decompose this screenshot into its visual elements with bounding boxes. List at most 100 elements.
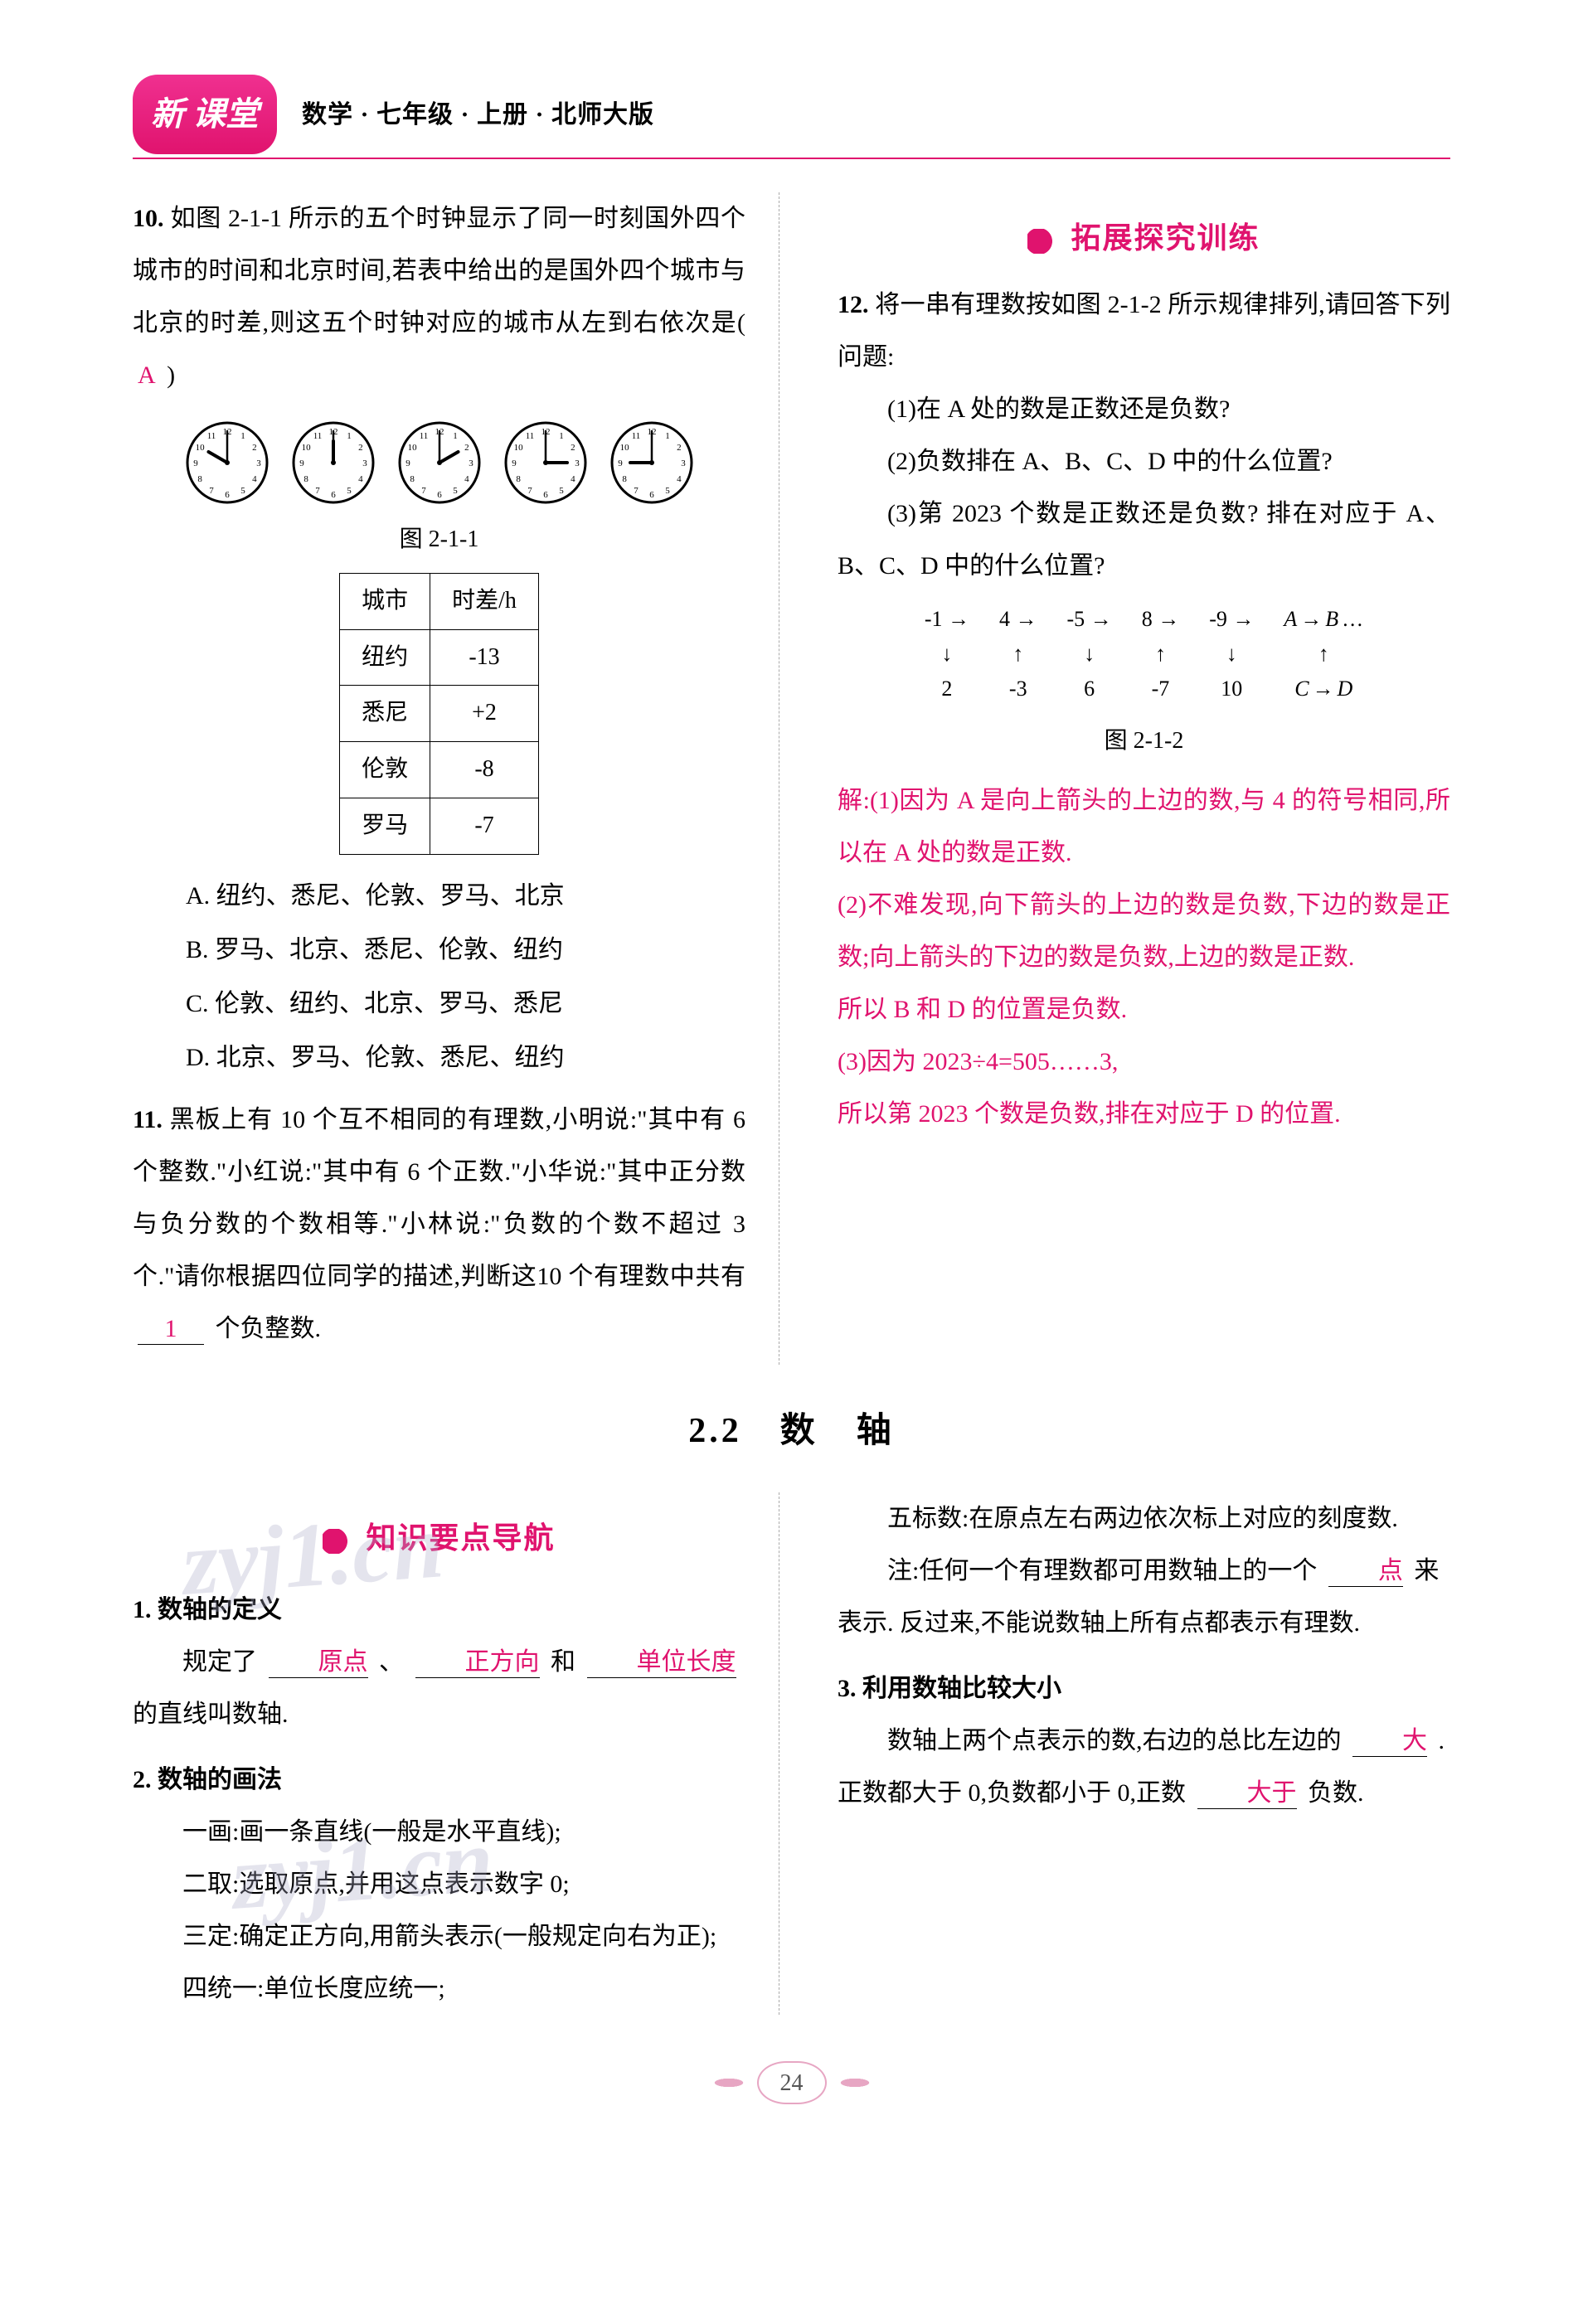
k1-blank-1: 原点 — [269, 1647, 368, 1678]
q12-solution-3a: (3)因为 2023÷4=505……3, — [838, 1036, 1450, 1088]
q12-diagram: -1 → ↓ 2 4 → ↑ -3 -5 → ↓ 6 8 → ↑ -7 -9 →… — [838, 597, 1450, 712]
k1-blank-3: 单位长度 — [587, 1647, 736, 1678]
svg-text:8: 8 — [622, 474, 627, 484]
svg-text:5: 5 — [453, 486, 458, 496]
svg-text:11: 11 — [631, 431, 640, 441]
option-a: A. 纽约、悉尼、伦敦、罗马、北京 — [186, 870, 745, 922]
lower-left-column: 知识要点导航 1. 数轴的定义 规定了 原点 、 正方向 和 单位长度 的直线叫… — [133, 1492, 779, 2015]
q10-body: 10. 如图 2-1-1 所示的五个时钟显示了同一时刻国外四个城市的时间和北京时… — [133, 192, 745, 401]
svg-text:10: 10 — [195, 443, 205, 453]
page: 新 课堂 数学 · 七年级 · 上册 · 北师大版 10. 如图 2-1-1 所… — [133, 75, 1450, 2108]
svg-text:6: 6 — [437, 490, 442, 500]
svg-text:1: 1 — [240, 431, 245, 441]
right-column: 拓展探究训练 12. 将一串有理数按如图 2-1-2 所示规律排列,请回答下列问… — [829, 192, 1450, 1365]
clock-icon: 123456789101112 — [602, 413, 702, 512]
page-footer: 24 — [133, 2056, 1450, 2108]
k2-line-1: 一画:画一条直线(一般是水平直线); — [133, 1806, 745, 1858]
upper-columns: 10. 如图 2-1-1 所示的五个时钟显示了同一时刻国外四个城市的时间和北京时… — [133, 192, 1450, 1365]
q12-sub1: (1)在 A 处的数是正数还是负数? — [838, 383, 1450, 435]
lower-right-column: 五标数:在原点左右两边依次标上对应的刻度数. 注:任何一个有理数都可用数轴上的一… — [829, 1492, 1450, 2015]
svg-text:3: 3 — [256, 458, 261, 468]
k1-line: 规定了 原点 、 正方向 和 单位长度 的直线叫数轴. — [133, 1636, 745, 1740]
q12-solution-2b: 所以 B 和 D 的位置是负数. — [838, 983, 1450, 1036]
table-header-row: 城市 时差/h — [340, 573, 539, 629]
q12-text: 将一串有理数按如图 2-1-2 所示规律排列,请回答下列问题: — [838, 291, 1450, 371]
svg-text:10: 10 — [513, 443, 523, 453]
chain-pair: -1 → ↓ 2 — [925, 597, 969, 712]
svg-text:4: 4 — [358, 474, 363, 484]
q10-answer: A — [138, 361, 156, 389]
right-section-banner: 拓展探究训练 — [838, 207, 1450, 270]
k2-line-4: 四统一:单位长度应统一; — [133, 1963, 745, 2015]
svg-text:8: 8 — [303, 474, 308, 484]
svg-text:4: 4 — [677, 474, 682, 484]
svg-text:2: 2 — [571, 443, 575, 453]
kright-line-1: 五标数:在原点左右两边依次标上对应的刻度数. — [838, 1492, 1450, 1545]
clock-icon: 123456789101112 — [390, 413, 489, 512]
q12-number: 12. — [838, 291, 869, 318]
q11-text: 黑板上有 10 个互不相同的有理数,小明说:"其中有 6 个整数."小红说:"其… — [133, 1106, 745, 1290]
svg-text:6: 6 — [649, 490, 654, 500]
svg-text:7: 7 — [315, 486, 320, 496]
svg-text:1: 1 — [453, 431, 458, 441]
chain-pair: -9 → ↓ 10 — [1209, 597, 1254, 712]
table-row: 伦敦-8 — [340, 742, 539, 798]
question-12: 12. 将一串有理数按如图 2-1-2 所示规律排列,请回答下列问题: (1)在… — [838, 279, 1450, 1140]
k3-heading: 3. 利用数轴比较大小 — [838, 1662, 1450, 1715]
banner-label: 拓展探究训练 — [1027, 207, 1260, 270]
q12-body: 12. 将一串有理数按如图 2-1-2 所示规律排列,请回答下列问题: — [838, 279, 1450, 383]
svg-text:7: 7 — [527, 486, 532, 496]
svg-text:1: 1 — [559, 431, 564, 441]
svg-text:5: 5 — [665, 486, 670, 496]
svg-text:4: 4 — [464, 474, 469, 484]
svg-text:9: 9 — [405, 458, 410, 468]
q11-blank: 1 — [138, 1314, 204, 1345]
chain-pair: 4 → ↑ -3 — [999, 597, 1037, 712]
page-number: 24 — [757, 2061, 827, 2104]
option-d: D. 北京、罗马、伦敦、悉尼、纽约 — [186, 1031, 745, 1084]
question-10: 10. 如图 2-1-1 所示的五个时钟显示了同一时刻国外四个城市的时间和北京时… — [133, 192, 745, 1084]
k1-heading: 1. 数轴的定义 — [133, 1584, 745, 1636]
q11-body: 11. 黑板上有 10 个互不相同的有理数,小明说:"其中有 6 个整数."小红… — [133, 1094, 745, 1355]
k2-line-2: 二取:选取原点,并用这点表示数字 0; — [133, 1858, 745, 1910]
svg-text:9: 9 — [193, 458, 198, 468]
svg-text:6: 6 — [543, 490, 548, 500]
q12-sub2: (2)负数排在 A、B、C、D 中的什么位置? — [838, 435, 1450, 488]
svg-text:11: 11 — [206, 431, 216, 441]
svg-text:11: 11 — [419, 431, 428, 441]
k2-heading: 2. 数轴的画法 — [133, 1754, 745, 1806]
svg-text:9: 9 — [618, 458, 623, 468]
q11-number: 11. — [133, 1106, 163, 1133]
section-title-2-2: 2.2 数 轴 — [133, 1395, 1450, 1468]
table-header: 城市 — [340, 573, 430, 629]
q12-solution-2: (2)不难发现,向下箭头的上边的数是负数,下边的数是正数;向上箭头的下边的数是负… — [838, 879, 1450, 983]
option-b: B. 罗马、北京、悉尼、伦敦、纽约 — [186, 924, 745, 976]
table-row: 罗马-7 — [340, 798, 539, 854]
svg-text:10: 10 — [619, 443, 629, 453]
chain-pair: 8 → ↑ -7 — [1142, 597, 1180, 712]
svg-text:2: 2 — [358, 443, 363, 453]
svg-text:6: 6 — [225, 490, 230, 500]
svg-text:11: 11 — [313, 431, 322, 441]
q12-solution-3b: 所以第 2023 个数是负数,排在对应于 D 的位置. — [838, 1088, 1450, 1140]
option-c: C. 伦敦、纽约、北京、罗马、悉尼 — [186, 978, 745, 1030]
clock-icon: 123456789101112 — [177, 413, 277, 512]
svg-text:8: 8 — [410, 474, 415, 484]
q10-number: 10. — [133, 205, 164, 232]
svg-text:2: 2 — [252, 443, 257, 453]
q10-clock-row: 123456789101112 123456789101112 12345678… — [133, 413, 745, 512]
svg-text:4: 4 — [571, 474, 575, 484]
svg-text:7: 7 — [634, 486, 639, 496]
k3-blank-2: 大于 — [1197, 1778, 1297, 1809]
k1-blank-2: 正方向 — [415, 1647, 540, 1678]
chain-pair: A → B … ↑ C → D — [1284, 597, 1363, 712]
kright-note: 注:任何一个有理数都可用数轴上的一个 点 来表示. 反过来,不能说数轴上所有点都… — [838, 1545, 1450, 1649]
svg-text:2: 2 — [464, 443, 469, 453]
q11-tail: 个负整数. — [216, 1315, 322, 1342]
svg-text:10: 10 — [301, 443, 311, 453]
q12-figure-caption: 图 2-1-2 — [838, 717, 1450, 766]
svg-text:7: 7 — [209, 486, 214, 496]
chain-pair: -5 → ↓ 6 — [1067, 597, 1112, 712]
banner-label: 知识要点导航 — [323, 1507, 555, 1570]
kright-blank: 点 — [1328, 1556, 1403, 1587]
